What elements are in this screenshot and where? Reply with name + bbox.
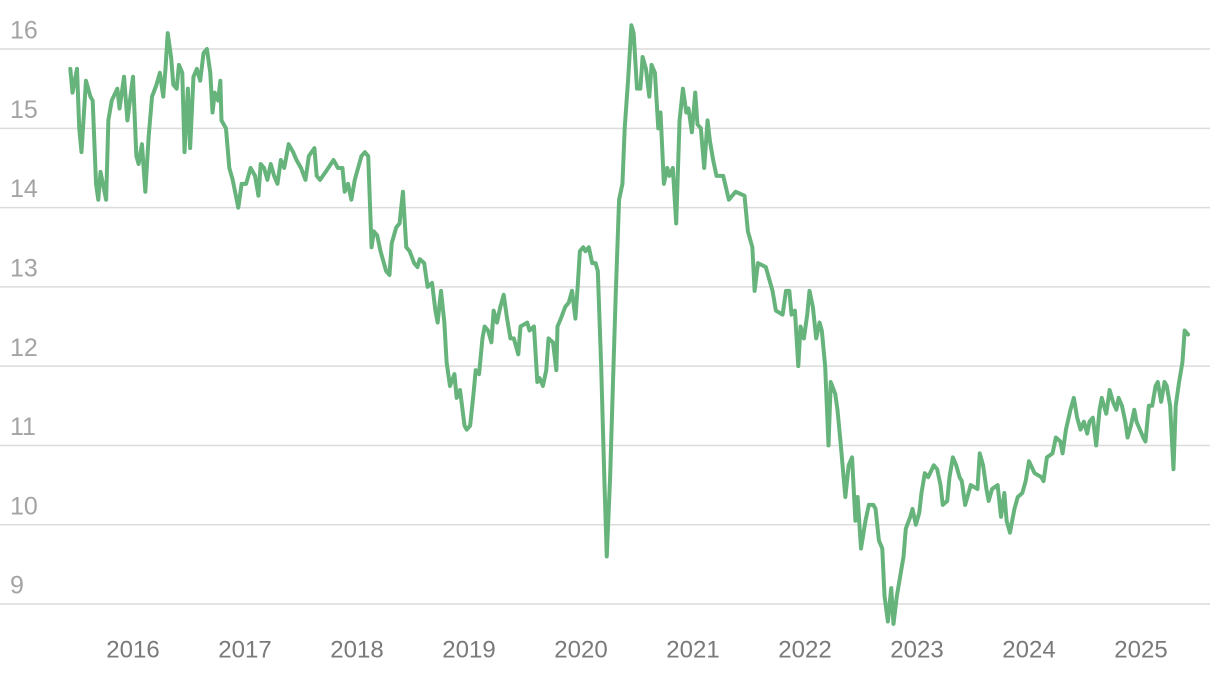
x-tick-label: 2020 <box>554 636 607 663</box>
y-tick-label: 16 <box>10 17 38 45</box>
x-tick-label: 2017 <box>218 636 271 663</box>
y-tick-label: 13 <box>10 254 38 282</box>
x-tick-label: 2024 <box>1002 636 1055 663</box>
x-tick-label: 2018 <box>330 636 383 663</box>
y-tick-label: 9 <box>10 572 24 600</box>
y-tick-label: 15 <box>10 96 38 124</box>
x-tick-label: 2021 <box>666 636 719 663</box>
line <box>68 23 1191 626</box>
x-tick-label: 2023 <box>890 636 943 663</box>
x-tick-label: 2025 <box>1114 636 1167 663</box>
y-tick-label: 10 <box>10 492 38 520</box>
y-tick-label: 11 <box>10 413 36 441</box>
x-tick-label: 2022 <box>778 636 831 663</box>
x-tick-label: 2016 <box>106 636 159 663</box>
y-tick-label: 12 <box>10 334 38 362</box>
y-tick-label: 14 <box>10 175 38 203</box>
x-tick-label: 2019 <box>442 636 495 663</box>
